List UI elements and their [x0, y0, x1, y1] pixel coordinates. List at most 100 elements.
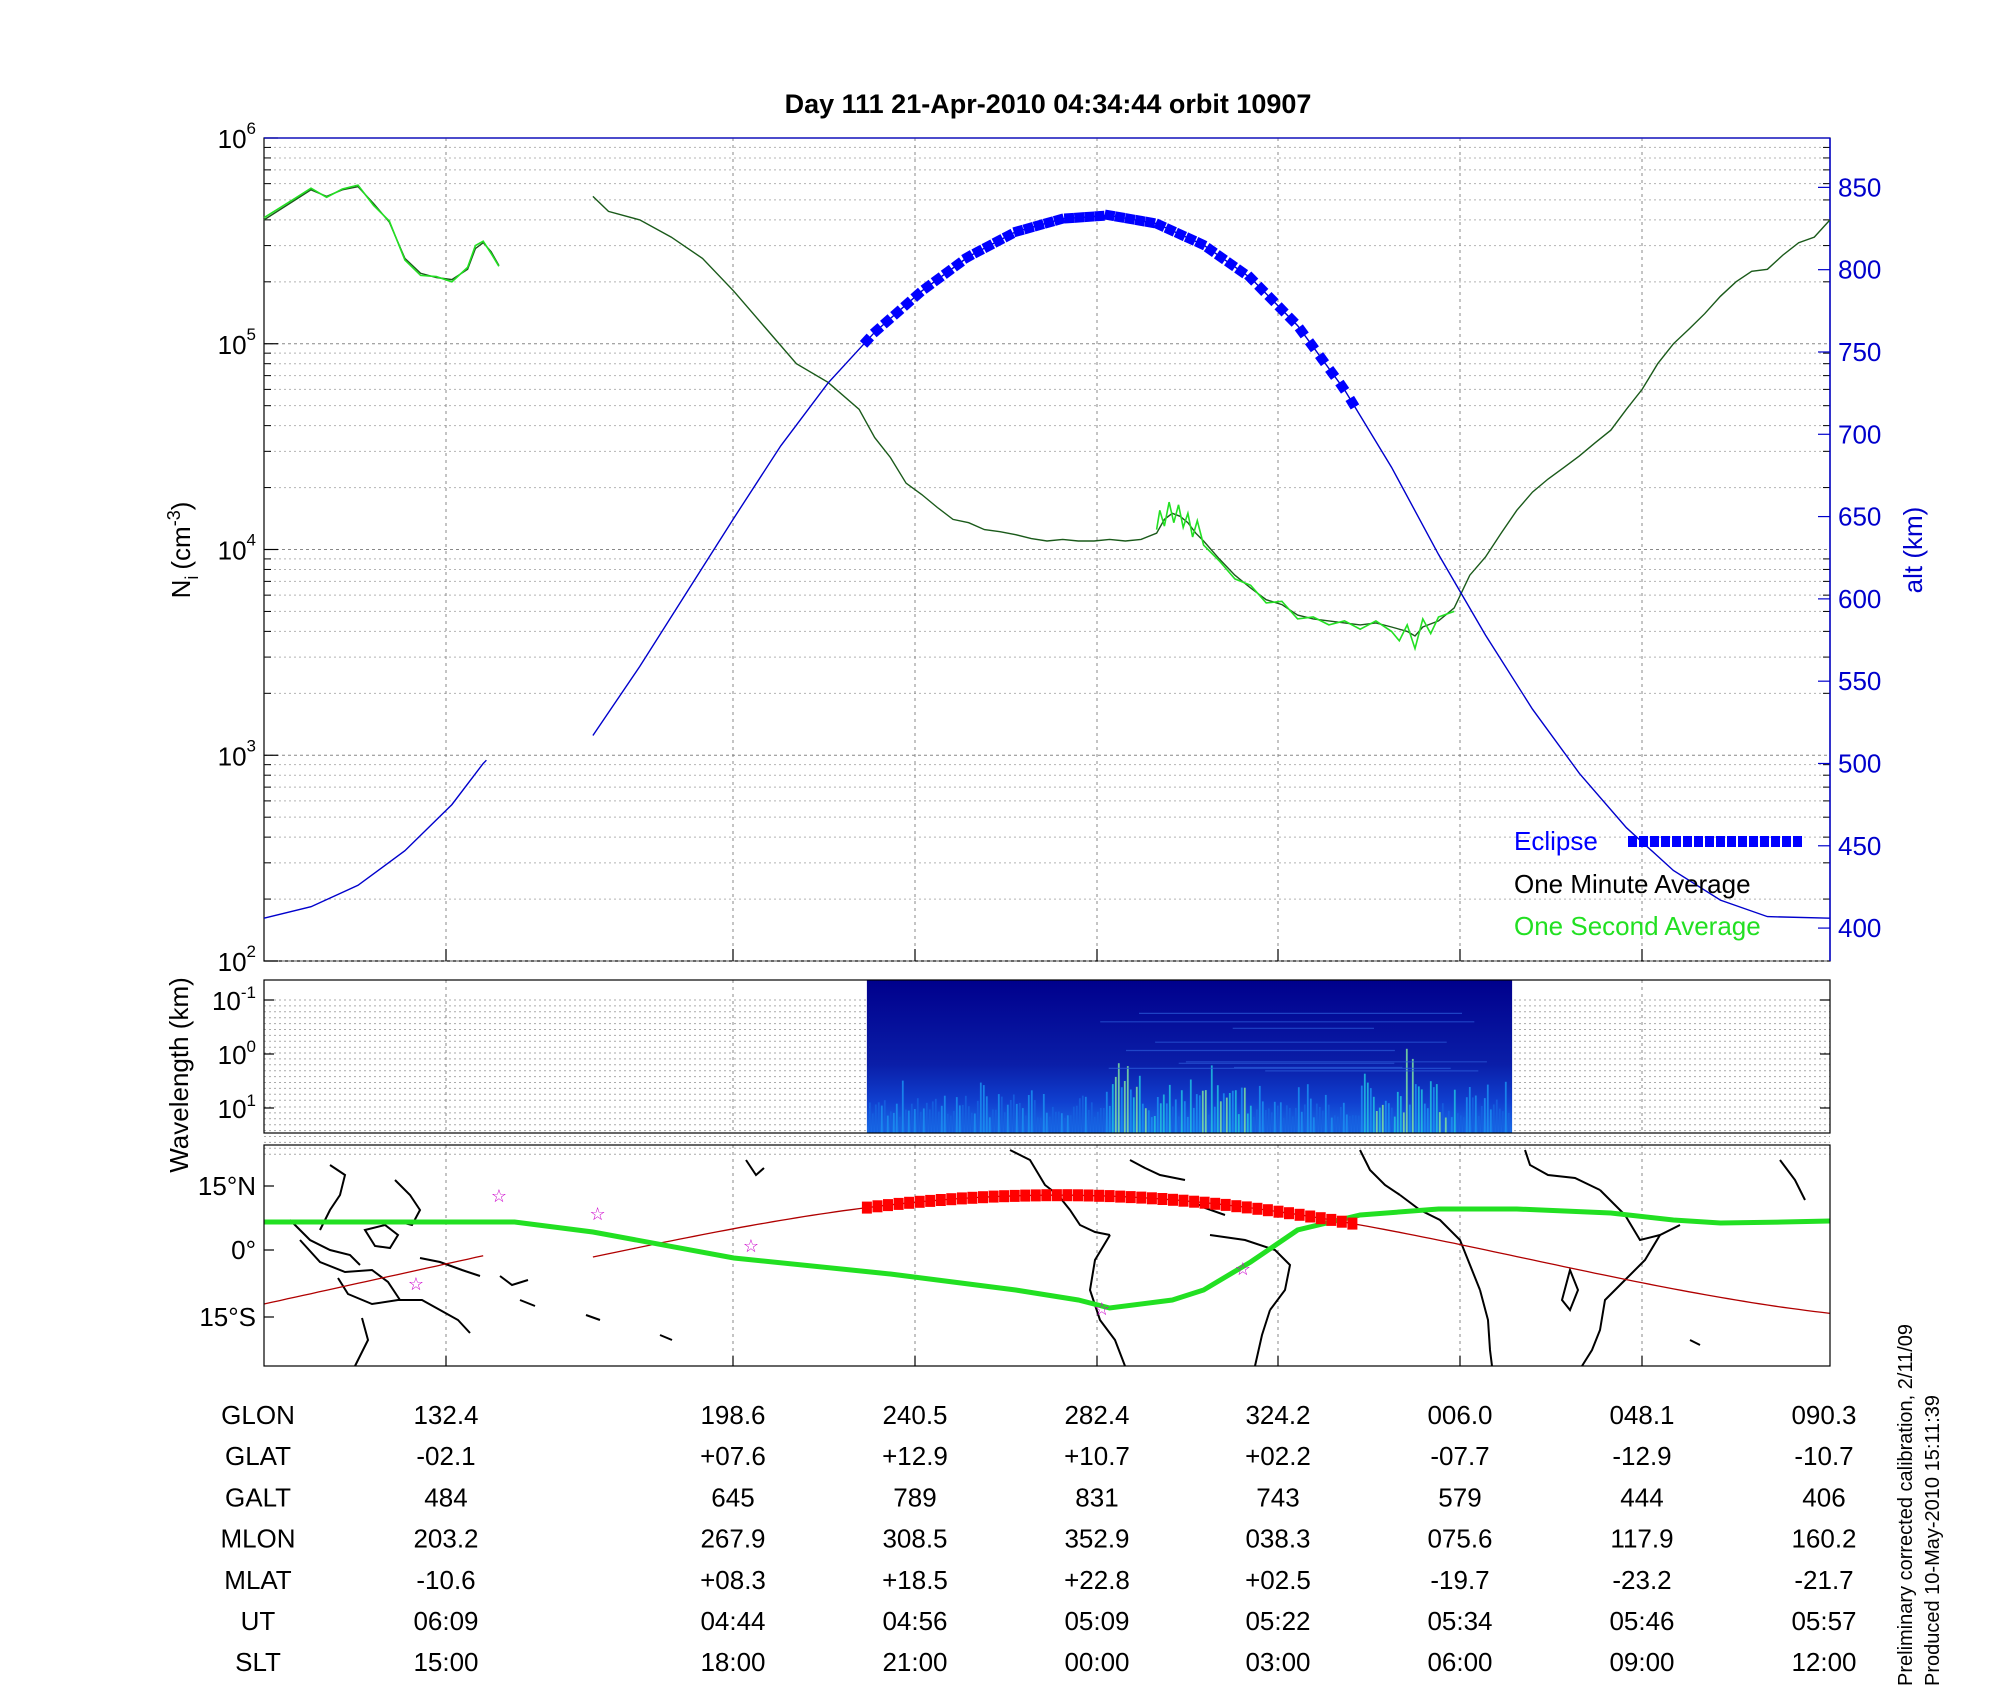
eclipse-track-marker	[1009, 1189, 1020, 1202]
spectrogram-streak	[922, 1108, 925, 1133]
ephemeris-cell: 12:00	[1791, 1647, 1856, 1677]
eclipse-track-marker	[1115, 1190, 1126, 1203]
calibration-note: Preliminary corrected calibration, 2/11/…	[1895, 1324, 1944, 1686]
altitude-y-axis: 400 450 500 550 600 650 700 750 800 850	[264, 137, 1881, 961]
spectrogram-streak	[901, 1080, 904, 1133]
spectrogram-streak	[1057, 1111, 1060, 1133]
spectrogram-streak	[1327, 1104, 1330, 1133]
ephemeris-cell: 743	[1256, 1482, 1299, 1512]
eclipse-marker	[961, 250, 975, 264]
spectrogram-streak	[1333, 1115, 1336, 1133]
eclipse-track-marker	[1199, 1196, 1210, 1209]
legend-eclipse-square	[1793, 836, 1802, 847]
spectrogram-streak	[1030, 1090, 1033, 1133]
eclipse-marker	[981, 239, 996, 253]
ephemeris-cell: -23.2	[1612, 1565, 1671, 1595]
spectrogram-streak	[1102, 1108, 1105, 1133]
spectrogram-streak	[904, 1109, 907, 1133]
legend: Eclipse One Minute Average One Second Av…	[1514, 826, 1802, 941]
eclipse-track-marker	[883, 1199, 893, 1212]
spectrogram-streak	[1195, 1094, 1198, 1133]
spectrogram-streak	[985, 1096, 988, 1133]
ephemeris-cell: 05:22	[1245, 1606, 1310, 1636]
eclipse-marker	[940, 264, 955, 279]
spectrogram-streak	[1180, 1090, 1183, 1133]
eclipse-marker	[1113, 211, 1126, 223]
eclipse-marker	[1234, 264, 1249, 279]
ephemeris-cell: 05:57	[1791, 1606, 1856, 1636]
eclipse-marker	[1335, 379, 1350, 394]
eclipse-track-marker	[1220, 1198, 1231, 1211]
spectrogram-streak	[949, 1115, 952, 1133]
spectrogram-streak	[1330, 1117, 1333, 1133]
spectrogram-streak	[961, 1104, 964, 1133]
density-tick-label: 104	[218, 531, 256, 566]
spectrogram-streak	[874, 1104, 877, 1133]
ephemeris-cell: 789	[893, 1482, 936, 1512]
spectrogram-streak	[1429, 1081, 1432, 1133]
spectrogram-streak	[1213, 1106, 1216, 1133]
spectrogram-streak	[1144, 1108, 1147, 1133]
eclipse-track-marker	[1336, 1215, 1347, 1228]
spectrogram-streak	[1024, 1115, 1027, 1133]
eclipse-track-marker	[978, 1191, 988, 1204]
density-tick-base: 10	[218, 947, 247, 977]
altitude-tick-label: 400	[1838, 913, 1881, 943]
eclipse-track-marker	[967, 1191, 978, 1204]
altitude-tick-label: 700	[1838, 419, 1881, 449]
altitude-line	[263, 759, 487, 919]
spectrogram-streak	[1099, 1108, 1102, 1133]
spectrogram-streak	[1003, 1112, 1006, 1133]
ephemeris-row-label: MLAT	[224, 1565, 292, 1595]
spectrogram-streak	[1000, 1096, 1003, 1133]
eclipse-track-marker	[1210, 1197, 1221, 1210]
spectrogram-streak	[1414, 1084, 1417, 1133]
spectrogram-streak	[997, 1094, 1000, 1133]
spectrogram-streak	[1369, 1088, 1372, 1133]
spectrogram-streak	[1108, 1105, 1111, 1133]
spectrogram-streak	[1009, 1100, 1012, 1133]
spectrogram-streak	[1276, 1105, 1279, 1133]
map-panel: ☆ ☆ ☆ ☆ ☆ ☆ 15°N 0° 15°S	[198, 1144, 1831, 1367]
spectrogram-streak	[1375, 1111, 1378, 1133]
eclipse-track-marker	[1041, 1189, 1052, 1202]
eclipse-marker	[880, 314, 895, 329]
eclipse-track-marker	[1252, 1202, 1263, 1215]
eclipse-marker	[930, 272, 945, 287]
spectrogram-streak	[1174, 1099, 1177, 1133]
ephemeris-cell: -10.7	[1794, 1441, 1853, 1471]
legend-eclipse-marker	[1628, 836, 1802, 847]
spectrogram-streak	[880, 1105, 883, 1133]
eclipse-track-marker	[1326, 1213, 1337, 1226]
spectrogram-streak	[1489, 1109, 1492, 1133]
spectrogram-streak	[1336, 1116, 1339, 1133]
spectrogram-streak	[913, 1109, 916, 1133]
spectrogram-streak	[1297, 1087, 1300, 1133]
eclipse-marker	[1325, 365, 1340, 380]
spectrogram-streak	[1147, 1110, 1150, 1133]
eclipse-markers	[859, 209, 1360, 410]
eclipse-marker	[1345, 395, 1360, 410]
map-tick-label: 15°S	[199, 1302, 256, 1332]
density-tick-base: 10	[218, 536, 247, 566]
eclipse-marker	[1194, 236, 1208, 251]
spectrogram-streak	[991, 1109, 994, 1133]
magnetic-star-marker: ☆	[1235, 1259, 1251, 1279]
one-minute-line	[592, 195, 1831, 637]
spectrogram-streak	[1474, 1095, 1477, 1133]
spectrogram-streak	[1069, 1115, 1072, 1133]
spectrogram-streak	[1267, 1108, 1270, 1133]
ephemeris-table: GLON 132.4 198.6 240.5 282.4 324.2 006.0 048.1 0…	[220, 1400, 1856, 1677]
spectrogram-streak	[1255, 1109, 1258, 1133]
spectrogram-streak	[1495, 1099, 1498, 1133]
ephemeris-cell: +08.3	[700, 1565, 766, 1595]
spectrogram-streak	[1411, 1058, 1414, 1133]
spectrogram-streak	[1231, 1090, 1234, 1133]
spectrogram-streak	[1246, 1113, 1249, 1133]
eclipse-track-marker	[1157, 1193, 1168, 1205]
eclipse-marker	[1094, 210, 1105, 222]
spectrogram-streak	[1303, 1104, 1306, 1133]
spectrogram-streak	[1444, 1117, 1447, 1133]
ephemeris-cell: 831	[1075, 1482, 1118, 1512]
spectrogram-streak	[1078, 1098, 1081, 1133]
